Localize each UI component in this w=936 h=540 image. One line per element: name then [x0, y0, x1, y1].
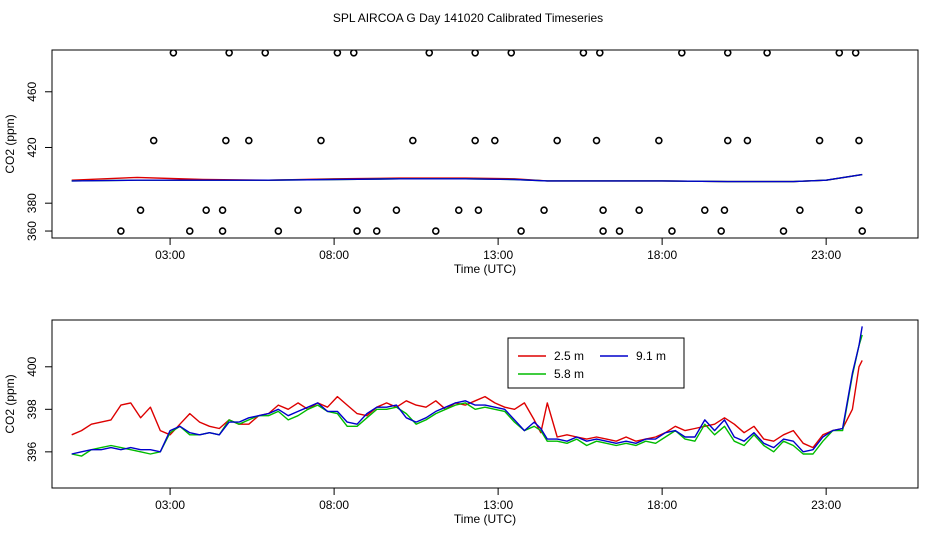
x-tick-label: 23:00 [811, 498, 841, 512]
scatter-point [592, 136, 601, 145]
x-tick-label: 03:00 [155, 498, 185, 512]
scatter-point [372, 227, 381, 235]
scatter-point [717, 227, 725, 235]
scatter-point [136, 206, 145, 214]
scatter-point [471, 136, 479, 145]
y-tick-label: 420 [25, 137, 39, 157]
legend-label: 2.5 m [554, 349, 584, 363]
scatter-point [723, 50, 732, 57]
scatter-point [723, 136, 732, 145]
scatter-point [353, 227, 361, 235]
scatter-point [678, 50, 686, 57]
series-line-58m [71, 334, 863, 457]
scatter-point [796, 206, 804, 214]
bottom-panel: 03:00 08:00 13:00 18:00 23:00 Time (UTC) 396 39… [3, 319, 919, 526]
scatter-point [599, 227, 607, 235]
scatter-point [851, 50, 860, 57]
top-panel: 03:00 08:00 13:00 18:00 23:00 Time (UTC) 360 38… [3, 49, 919, 276]
y-axis-label: CO2 (ppm) [3, 114, 17, 173]
x-tick-label: 03:00 [155, 248, 185, 262]
legend-label: 5.8 m [554, 367, 584, 381]
scatter-point [720, 206, 729, 214]
scatter-point [517, 227, 525, 235]
scatter-point [431, 227, 440, 235]
scatter-point [668, 227, 676, 235]
scatter-point [218, 227, 227, 235]
scatter-point [815, 136, 824, 145]
scatter-point [202, 206, 210, 214]
scatter-point [261, 50, 270, 57]
legend-box [507, 337, 685, 389]
scatter-point [353, 206, 361, 214]
scatter-point [117, 227, 125, 235]
x-tick-label: 13:00 [483, 498, 513, 512]
scatter-point [333, 50, 342, 57]
x-tick-label: 18:00 [647, 498, 677, 512]
plot-frame [51, 49, 919, 239]
scatter-point [540, 206, 548, 214]
scatter-point [474, 206, 483, 214]
y-tick-label: 360 [25, 221, 39, 241]
scatter-point [700, 206, 709, 214]
legend: 2.5 m 5.8 m 9.1 m [507, 337, 685, 389]
scatter-point [835, 50, 844, 57]
x-tick-label: 08:00 [319, 248, 349, 262]
scatter-point [245, 136, 253, 145]
x-tick-label: 13:00 [483, 248, 513, 262]
scatter-point [218, 206, 227, 214]
scatter-point [294, 206, 302, 214]
data-layer [71, 326, 863, 457]
y-axis-label: CO2 (ppm) [3, 374, 17, 433]
scatter-point [169, 50, 178, 57]
scatter-point [491, 136, 499, 145]
scatter-point [274, 227, 283, 235]
y-tick-label: 396 [25, 442, 39, 462]
scatter-point [596, 50, 604, 57]
scatter-point [855, 136, 863, 145]
scatter-point [763, 50, 771, 57]
scatter-point [454, 206, 463, 214]
x-axis-label: Time (UTC) [454, 512, 516, 526]
scatter-point [553, 136, 561, 145]
scatter-point [635, 206, 643, 214]
scatter-point [615, 227, 624, 235]
series-line-91m [71, 326, 863, 455]
x-tick-label: 23:00 [811, 248, 841, 262]
scatter-point [225, 50, 233, 57]
scatter-point [779, 227, 788, 235]
x-tick-label: 08:00 [319, 498, 349, 512]
scatter-point [743, 136, 752, 145]
scatter-point [579, 50, 588, 57]
series-line-25m [71, 360, 863, 449]
legend-label: 9.1 m [636, 349, 666, 363]
scatter-point [409, 136, 417, 145]
scatter-point [855, 206, 863, 214]
scatter-point [599, 206, 607, 214]
y-tick-label: 460 [25, 81, 39, 101]
y-tick-label: 380 [25, 193, 39, 213]
scatter-point [471, 50, 479, 57]
scatter-point [392, 206, 401, 214]
scatter-point [317, 136, 325, 145]
scatter-point [507, 50, 516, 57]
scatter-point [425, 50, 434, 57]
series-line-91m [71, 173, 863, 183]
y-tick-label: 398 [25, 399, 39, 419]
x-tick-label: 18:00 [647, 248, 677, 262]
y-tick-label: 400 [25, 356, 39, 376]
scatter-point [858, 227, 867, 235]
scatter-point [349, 50, 358, 57]
x-axis-label: Time (UTC) [454, 262, 516, 276]
scatter-point [222, 136, 230, 145]
scatter-point [149, 136, 158, 145]
scatter-point [655, 136, 663, 145]
plot-frame [51, 319, 919, 489]
data-layer [71, 50, 867, 235]
scatter-point [185, 227, 194, 235]
chart-title: SPL AIRCOA G Day 141020 Calibrated Times… [333, 11, 603, 25]
